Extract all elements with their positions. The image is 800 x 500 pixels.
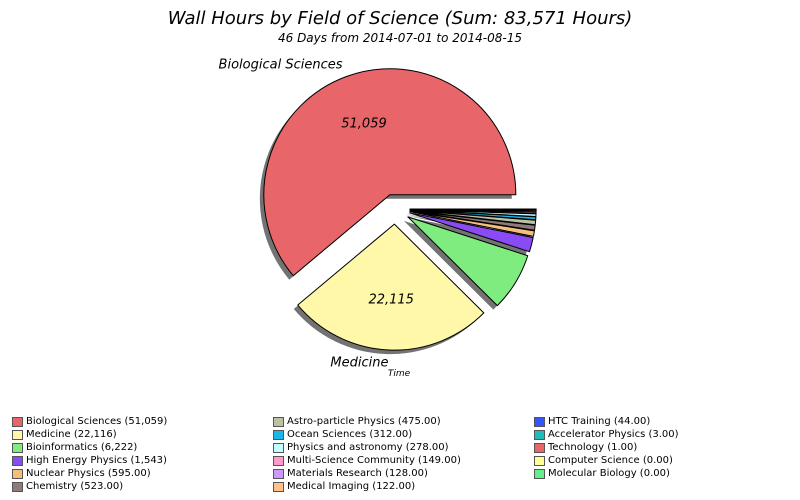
legend-item: Medical Imaging (122.00) [273, 480, 534, 493]
legend-label: Materials Research (128.00) [287, 468, 428, 479]
chart-subtitle: 46 Days from 2014-07-01 to 2014-08-15 [277, 31, 522, 45]
legend-item: Astro-particle Physics (475.00) [273, 415, 534, 428]
slices [263, 68, 537, 351]
legend: Biological Sciences (51,059) Medicine (22… [12, 415, 792, 493]
chart-title: Wall Hours by Field of Science (Sum: 83,… [167, 8, 633, 29]
legend-label: Astro-particle Physics (475.00) [287, 416, 441, 427]
pie-slice-nuclear-physics [409, 211, 535, 237]
slice-outer-label: Medicine [330, 356, 388, 371]
legend-label: Bioinformatics (6,222) [26, 442, 138, 453]
legend-swatch [273, 455, 284, 466]
legend-label: Molecular Biology (0.00) [548, 468, 670, 479]
legend-item: Ocean Sciences (312.00) [273, 428, 534, 441]
legend-label: Biological Sciences (51,059) [26, 416, 168, 427]
legend-label: Physics and astronomy (278.00) [287, 442, 449, 453]
pie-slice-medicine [297, 223, 485, 351]
legend-swatch [273, 468, 284, 479]
legend-swatch [273, 416, 284, 427]
legend-label: Medicine (22,116) [26, 429, 117, 440]
pie-slice-bioinformatics [407, 216, 529, 307]
legend-item: Bioinformatics (6,222) [12, 441, 273, 454]
legend-swatch [534, 442, 545, 453]
legend-swatch [534, 455, 545, 466]
legend-item: Computer Science (0.00) [534, 454, 792, 467]
legend-swatch [534, 429, 545, 440]
legend-label: Multi-Science Community (149.00) [287, 455, 461, 466]
legend-item: Technology (1.00) [534, 441, 792, 454]
legend-label: Accelerator Physics (3.00) [548, 429, 679, 440]
legend-item: HTC Training (44.00) [534, 415, 792, 428]
legend-label: Nuclear Physics (595.00) [26, 468, 151, 479]
legend-item: Accelerator Physics (3.00) [534, 428, 792, 441]
legend-item: Molecular Biology (0.00) [534, 467, 792, 480]
pie-slice-biological-sciences [263, 68, 517, 277]
legend-swatch [12, 468, 23, 479]
legend-label: Medical Imaging (122.00) [287, 481, 416, 492]
legend-swatch [12, 416, 23, 427]
x-axis-label: Time [388, 369, 411, 379]
legend-label: HTC Training (44.00) [548, 416, 651, 427]
legend-swatch [534, 468, 545, 479]
slice-outer-label: Biological Sciences [219, 58, 343, 73]
legend-label: Computer Science (0.00) [548, 455, 673, 466]
legend-swatch [273, 481, 284, 492]
legend-label: Chemistry (523.00) [26, 481, 124, 492]
legend-swatch [12, 481, 23, 492]
pie-slice-chemistry [409, 210, 536, 231]
legend-swatch [273, 442, 284, 453]
legend-item: Medicine (22,116) [12, 428, 273, 441]
pie-chart: 51,059 Biological Sciences 22,115 MedicineT… [219, 58, 537, 379]
legend-swatch [12, 442, 23, 453]
legend-label: Ocean Sciences (312.00) [287, 429, 413, 440]
legend-item: High Energy Physics (1,543) [12, 454, 273, 467]
slice-value-label: 22,115 [368, 293, 414, 308]
legend-swatch [12, 429, 23, 440]
legend-label: Technology (1.00) [548, 442, 638, 453]
pie-slice-high-energy-physics [409, 212, 534, 253]
legend-swatch [534, 416, 545, 427]
legend-swatch [12, 455, 23, 466]
slice-value-label: 51,059 [341, 117, 387, 132]
legend-label: High Energy Physics (1,543) [26, 455, 167, 466]
legend-item: Nuclear Physics (595.00) [12, 467, 273, 480]
legend-item: Biological Sciences (51,059) [12, 415, 273, 428]
legend-item: Physics and astronomy (278.00) [273, 441, 534, 454]
legend-item: Chemistry (523.00) [12, 480, 273, 493]
legend-item: Multi-Science Community (149.00) [273, 454, 534, 467]
legend-item: Materials Research (128.00) [273, 467, 534, 480]
legend-swatch [273, 429, 284, 440]
